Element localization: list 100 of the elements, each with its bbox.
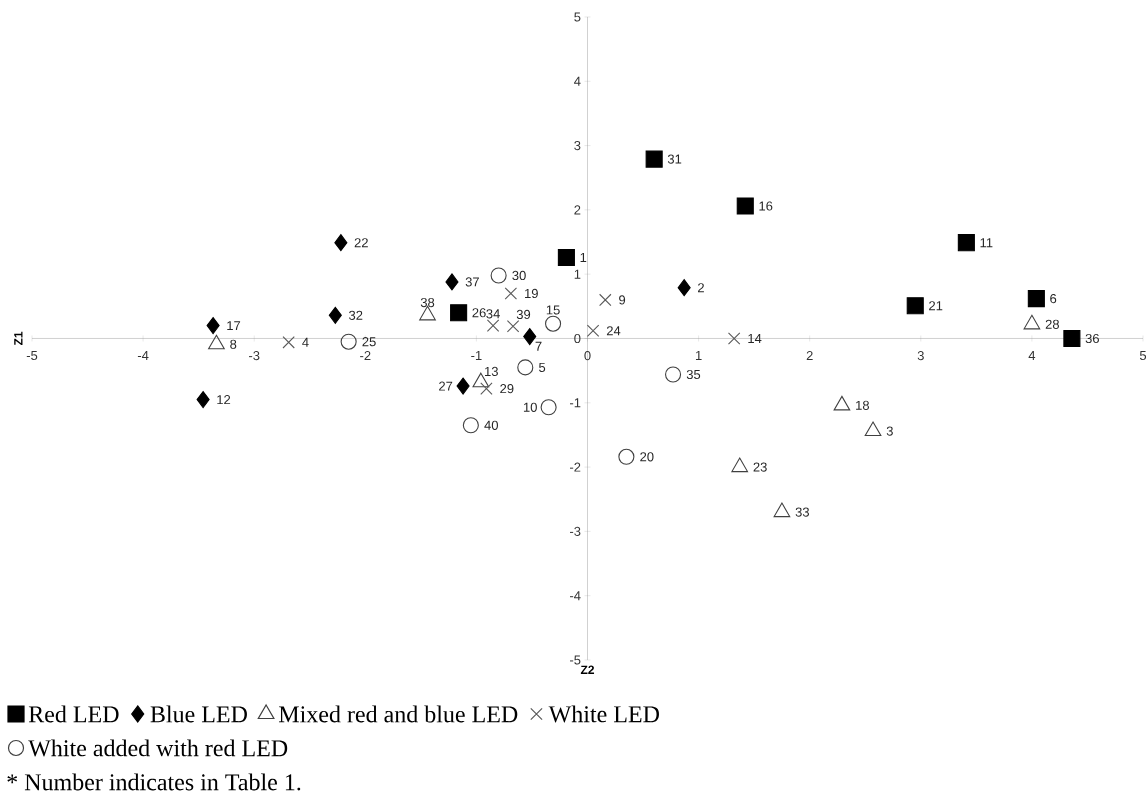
annotation: 28 (1045, 319, 1059, 329)
annotation: 4 (302, 337, 309, 347)
point (517, 359, 534, 376)
y-tick-label: -5 (569, 655, 581, 665)
point (864, 421, 882, 437)
point (957, 234, 975, 252)
y-tick-label: -1 (569, 398, 581, 408)
annotation: 24 (606, 326, 621, 336)
point (523, 328, 537, 346)
point (334, 234, 348, 252)
annotation: 17 (227, 321, 241, 331)
annotation: 29 (500, 384, 514, 394)
y-tick-label: 2 (574, 205, 581, 215)
annotation: 26 (472, 308, 486, 318)
annotation: 8 (230, 339, 237, 349)
x-tick-label: 0 (584, 351, 591, 361)
point (340, 333, 357, 350)
annotation: 36 (1085, 333, 1099, 344)
y-tick-label: 4 (574, 76, 581, 86)
annotation: 39 (516, 309, 531, 320)
x-tick-label: 2 (806, 351, 813, 361)
annotation: 37 (465, 277, 479, 287)
annotation: 1 (580, 253, 587, 262)
annotation: 15 (546, 305, 560, 315)
x-tick-label: -1 (471, 351, 482, 360)
point (506, 320, 520, 333)
legend-label: Mixed red and blue LED (278, 705, 518, 723)
point (731, 457, 749, 473)
y-tick-label: 5 (574, 12, 581, 22)
annotation: 12 (217, 395, 231, 405)
point (645, 150, 663, 168)
annotation: 10 (523, 402, 537, 412)
x-tick-label: 1 (695, 351, 702, 360)
annotation: 35 (686, 369, 701, 380)
point (206, 317, 220, 335)
annotation: 33 (795, 507, 810, 517)
annotation: 27 (439, 381, 453, 391)
point (540, 399, 557, 416)
legend-label: White added with red LED (28, 739, 288, 757)
point (833, 395, 851, 411)
legend-label: White LED (548, 705, 659, 723)
point (504, 287, 518, 300)
y-tick-label: 1 (574, 269, 581, 279)
point (456, 377, 470, 395)
point (773, 502, 791, 518)
point (450, 304, 468, 322)
annotation: 3 (886, 426, 893, 436)
annotation: 38 (420, 297, 435, 308)
annotation: 22 (354, 238, 368, 248)
y-tick-label: -2 (569, 462, 581, 472)
y-tick-label: 0 (574, 333, 581, 344)
y-tick-label: 3 (574, 140, 581, 151)
annotation: 5 (539, 362, 546, 372)
point (480, 382, 493, 395)
point (196, 391, 210, 409)
x-tick-label: 3 (917, 351, 924, 361)
x-axis-title: Z2 (580, 665, 595, 674)
point (282, 336, 295, 349)
point (906, 297, 924, 315)
annotation: 21 (929, 301, 943, 311)
point (490, 267, 507, 284)
x-tick-label: 4 (1028, 351, 1036, 360)
point (599, 293, 612, 307)
annotation: 16 (759, 201, 773, 211)
x-tick-label: -2 (360, 351, 371, 361)
point (462, 417, 479, 434)
annotation: 9 (619, 295, 626, 305)
annotation: 40 (484, 420, 498, 430)
annotation: 30 (512, 270, 526, 281)
x-tick-label: -4 (137, 351, 149, 360)
annotation: 23 (753, 462, 767, 472)
annotation: 32 (349, 310, 363, 320)
annotation: 19 (525, 288, 538, 299)
text: * Number indicates in Table 1. (7, 773, 301, 791)
point (736, 197, 754, 215)
x-tick-label: -3 (249, 351, 260, 361)
point (1027, 290, 1045, 308)
annotation: 25 (362, 337, 376, 347)
annotation: 11 (980, 238, 993, 248)
annotation: 6 (1050, 294, 1057, 304)
annotation: 20 (640, 452, 654, 462)
annotation: 14 (748, 334, 762, 343)
point (545, 315, 562, 332)
annotation: 34 (486, 309, 500, 319)
point (677, 279, 691, 297)
point (586, 324, 600, 337)
annotation: 13 (485, 366, 498, 377)
point (328, 306, 342, 324)
point (557, 248, 575, 267)
y-axis-title: Z1 (14, 331, 23, 346)
annotation: 31 (667, 154, 682, 164)
annotation: 2 (698, 283, 704, 293)
point (486, 319, 500, 332)
x-tick-label: -5 (26, 351, 38, 361)
point (445, 273, 459, 291)
point (727, 332, 741, 345)
legend-label: Red LED (28, 705, 119, 723)
annotation: 18 (856, 400, 870, 410)
y-tick-label: -4 (569, 591, 581, 601)
legend-label: Blue LED (150, 705, 247, 723)
